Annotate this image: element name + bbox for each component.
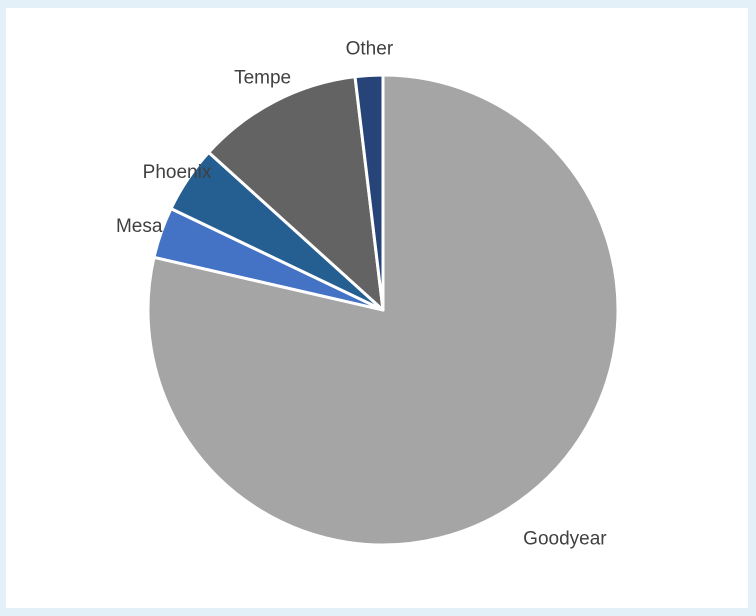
data-label-mesa: Mesa <box>116 216 163 237</box>
chart-area: Goodyear Mesa Phoenix Tempe Other <box>6 8 748 608</box>
data-label-tempe: Tempe <box>234 67 291 88</box>
pie-slices <box>146 73 620 547</box>
pie-chart: Goodyear Mesa Phoenix Tempe Other <box>116 39 620 550</box>
pie-slice-tempe <box>207 75 385 312</box>
pie-slice-other <box>353 73 385 312</box>
data-label-phoenix: Phoenix <box>143 162 212 183</box>
data-label-other: Other <box>346 39 394 60</box>
data-label-goodyear: Goodyear <box>523 529 607 550</box>
pie-labels: Goodyear Mesa Phoenix Tempe Other <box>116 39 607 550</box>
